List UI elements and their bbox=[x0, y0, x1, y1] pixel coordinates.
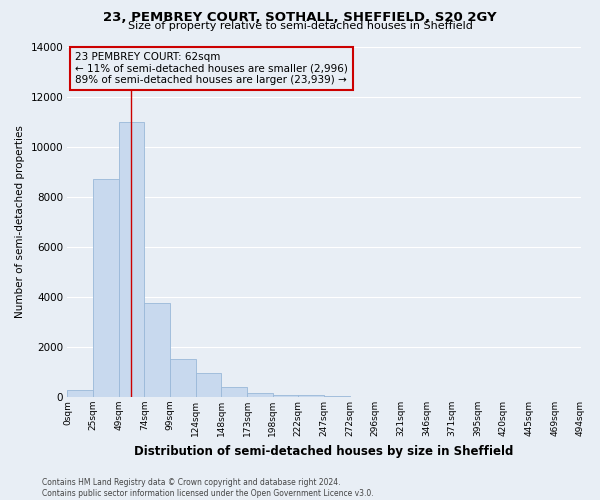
Bar bbox=[93, 179, 119, 397]
Text: 23, PEMBREY COURT, SOTHALL, SHEFFIELD, S20 2GY: 23, PEMBREY COURT, SOTHALL, SHEFFIELD, S… bbox=[103, 11, 497, 24]
Y-axis label: Number of semi-detached properties: Number of semi-detached properties bbox=[15, 126, 25, 318]
Text: Size of property relative to semi-detached houses in Sheffield: Size of property relative to semi-detach… bbox=[128, 21, 472, 31]
Text: Contains HM Land Registry data © Crown copyright and database right 2024.
Contai: Contains HM Land Registry data © Crown c… bbox=[42, 478, 374, 498]
Bar bbox=[221, 387, 247, 397]
Bar bbox=[145, 303, 170, 397]
Bar bbox=[170, 360, 196, 397]
Bar bbox=[196, 373, 221, 397]
Bar bbox=[324, 396, 350, 397]
Bar bbox=[298, 395, 324, 397]
Bar bbox=[119, 122, 145, 397]
X-axis label: Distribution of semi-detached houses by size in Sheffield: Distribution of semi-detached houses by … bbox=[134, 444, 514, 458]
Text: 23 PEMBREY COURT: 62sqm
← 11% of semi-detached houses are smaller (2,996)
89% of: 23 PEMBREY COURT: 62sqm ← 11% of semi-de… bbox=[75, 52, 348, 85]
Bar bbox=[67, 390, 93, 397]
Bar bbox=[247, 393, 272, 397]
Bar bbox=[272, 394, 298, 397]
